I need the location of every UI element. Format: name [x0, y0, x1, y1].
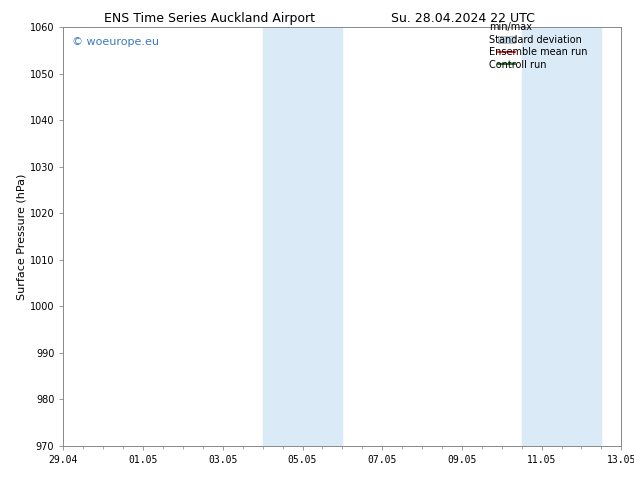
- Bar: [562, 27, 602, 446]
- Text: ENS Time Series Auckland Airport: ENS Time Series Auckland Airport: [104, 12, 314, 25]
- Text: Su. 28.04.2024 22 UTC: Su. 28.04.2024 22 UTC: [391, 12, 534, 25]
- Y-axis label: Surface Pressure (hPa): Surface Pressure (hPa): [17, 173, 27, 299]
- Bar: [262, 27, 342, 446]
- Bar: [522, 27, 562, 446]
- Text: © woeurope.eu: © woeurope.eu: [72, 37, 158, 48]
- Legend: min/max, Standard deviation, Ensemble mean run, Controll run: min/max, Standard deviation, Ensemble me…: [494, 19, 621, 74]
